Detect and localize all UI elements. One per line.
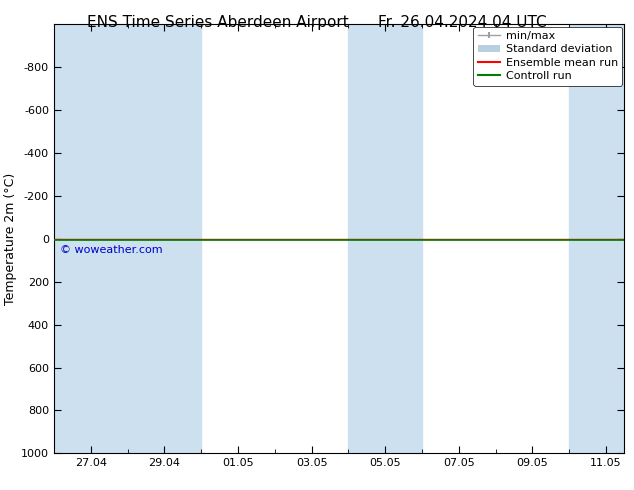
Legend: min/max, Standard deviation, Ensemble mean run, Controll run: min/max, Standard deviation, Ensemble me… <box>474 27 622 86</box>
Text: ENS Time Series Aberdeen Airport      Fr. 26.04.2024 04 UTC: ENS Time Series Aberdeen Airport Fr. 26.… <box>87 15 547 30</box>
Bar <box>54 24 127 453</box>
Text: © woweather.com: © woweather.com <box>60 245 162 255</box>
Y-axis label: Temperature 2m (°C): Temperature 2m (°C) <box>4 173 17 305</box>
Bar <box>127 24 201 453</box>
Bar <box>569 24 624 453</box>
Bar <box>349 24 422 453</box>
